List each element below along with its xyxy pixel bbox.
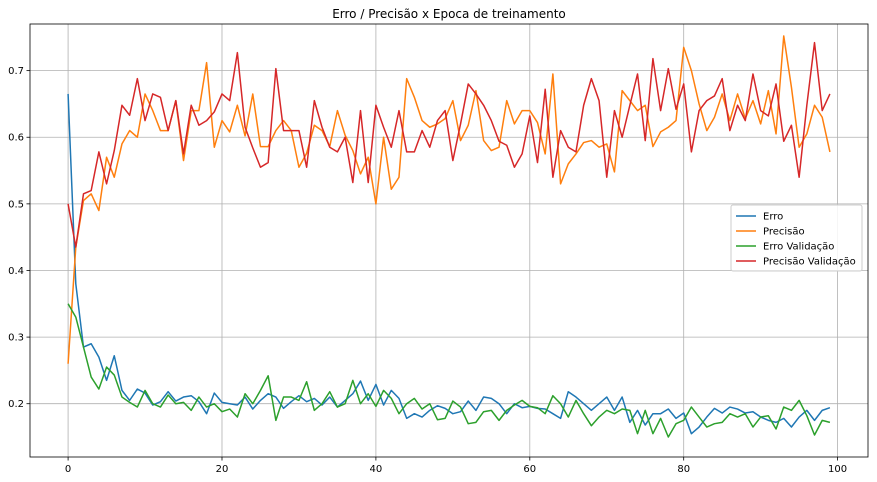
- legend-label: Precisão Validação: [763, 257, 856, 268]
- series-line-erro-validacao: [67, 303, 831, 438]
- y-tick-label: 0.3: [8, 333, 24, 344]
- y-tick-label: 0.5: [8, 199, 24, 210]
- legend-label: Precisão: [763, 227, 805, 238]
- series-lines: [67, 35, 831, 438]
- y-tick-label: 0.2: [8, 399, 24, 410]
- chart-title: Erro / Precisão x Epoca de treinamento: [332, 7, 566, 21]
- series-line-precisao: [67, 35, 831, 364]
- x-tick-label: 100: [828, 464, 847, 475]
- x-tick-label: 80: [677, 464, 690, 475]
- x-tick-label: 40: [370, 464, 383, 475]
- legend: Erro Precisão Erro Validação Precisão Valid…: [730, 204, 863, 272]
- x-tick-label: 20: [216, 464, 229, 475]
- plot-frame: [29, 23, 869, 458]
- y-axis: 0.2 0.3 0.4 0.5 0.6 0.7: [8, 66, 30, 410]
- y-tick-label: 0.7: [8, 66, 24, 77]
- legend-label: Erro: [763, 212, 783, 223]
- y-tick-label: 0.4: [8, 266, 24, 277]
- legend-box: [730, 204, 863, 272]
- legend-label: Erro Validação: [763, 242, 834, 253]
- y-tick-label: 0.6: [8, 133, 24, 144]
- series-line-precisao-validacao: [67, 41, 831, 248]
- x-tick-label: 60: [523, 464, 536, 475]
- x-axis: 0 20 40 60 80 100: [65, 457, 847, 475]
- x-tick-label: 0: [65, 464, 71, 475]
